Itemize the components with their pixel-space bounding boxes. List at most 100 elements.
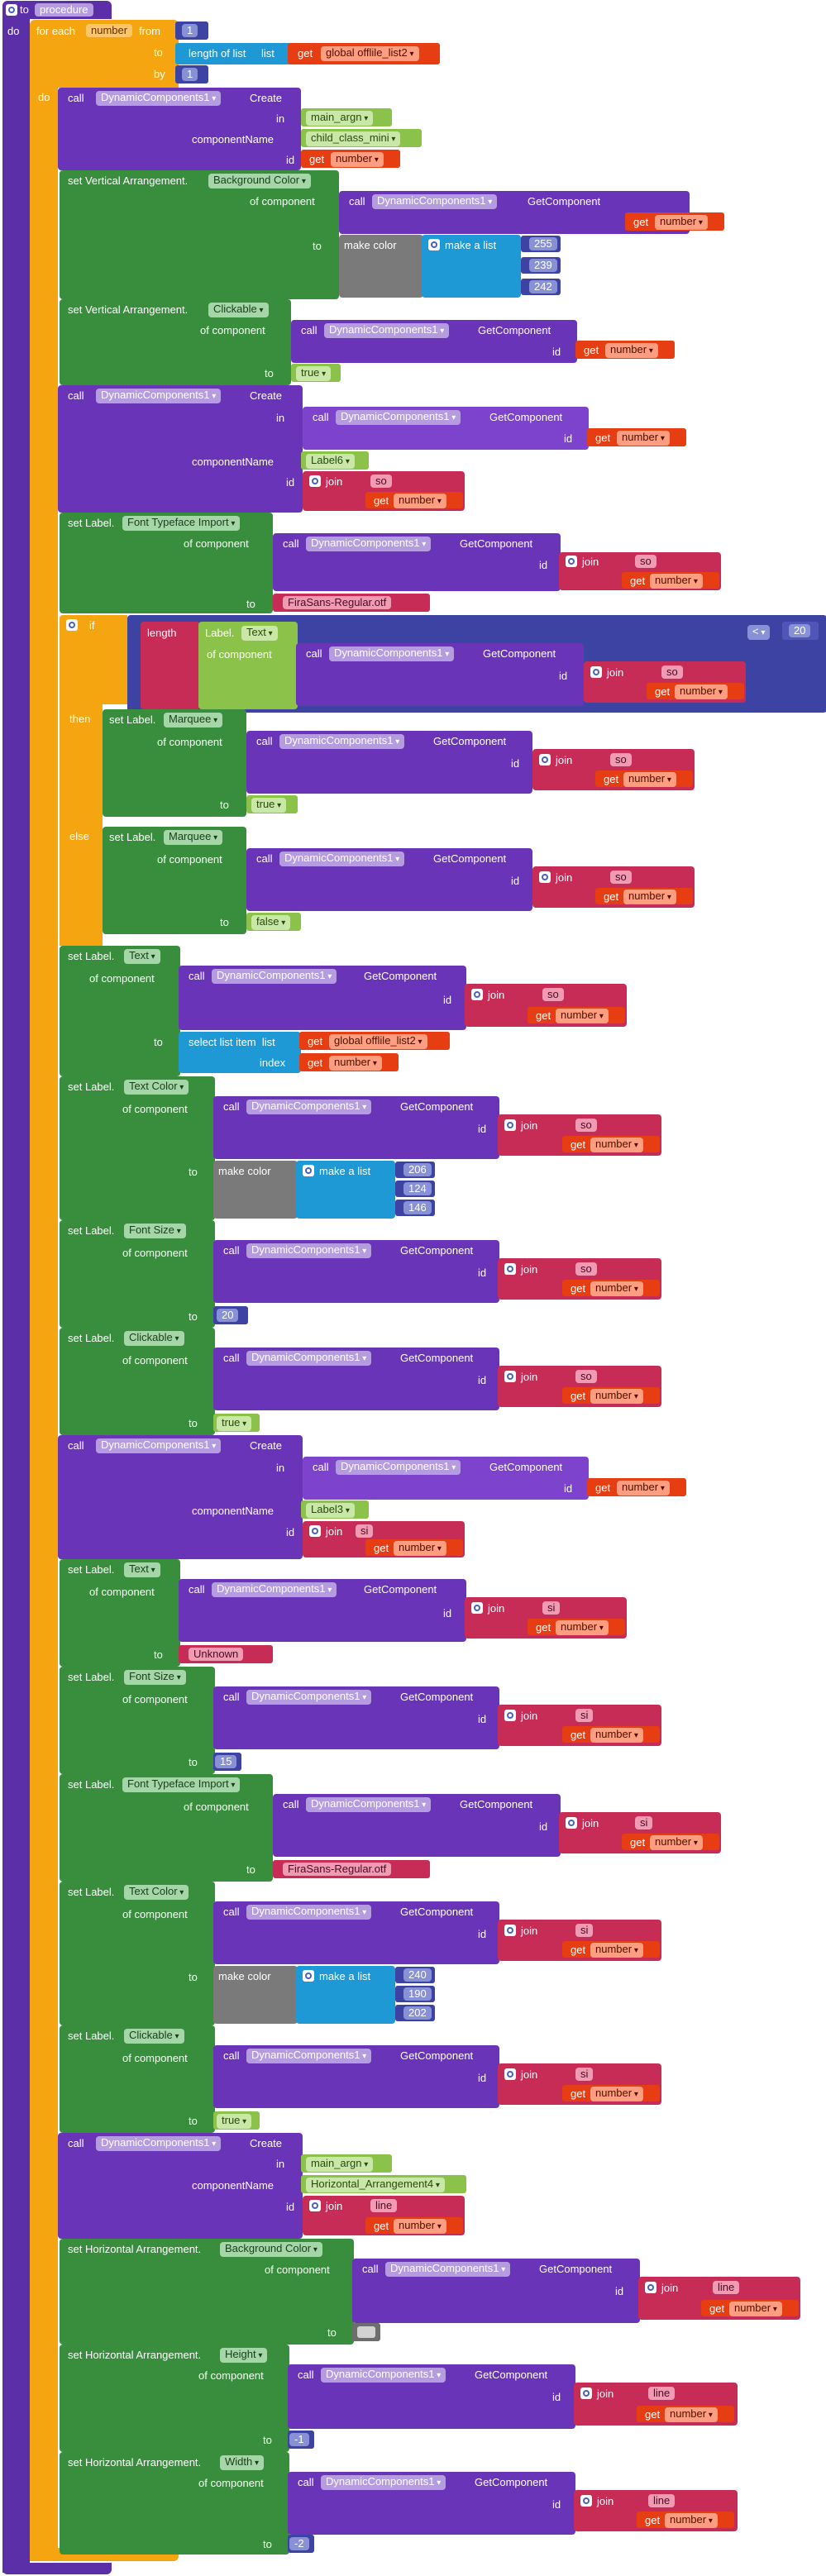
join-text-field[interactable]: so bbox=[610, 753, 632, 766]
font-file-text[interactable]: FiraSans-Regular.otf bbox=[283, 1863, 392, 1876]
join-gear-icon[interactable] bbox=[309, 475, 321, 487]
dynamic-component-dropdown[interactable]: DynamicComponents1 bbox=[324, 323, 450, 338]
number-var-dropdown[interactable]: number bbox=[665, 2407, 718, 2422]
dynamic-component-dropdown[interactable]: DynamicComponents1 bbox=[372, 194, 498, 209]
component-name-dropdown[interactable]: Horizontal_Arrangement4 bbox=[306, 2178, 445, 2192]
join-text-field[interactable]: so bbox=[575, 1119, 597, 1132]
in-arg-dropdown[interactable]: main_argn bbox=[306, 2157, 374, 2172]
true-dropdown[interactable]: true bbox=[217, 2114, 252, 2129]
set-text-color-2-block[interactable] bbox=[60, 1882, 215, 2025]
list-gear-icon[interactable] bbox=[428, 239, 440, 250]
make-color-block[interactable] bbox=[213, 1966, 298, 2024]
color-green-value[interactable]: 124 bbox=[403, 1182, 432, 1195]
dynamic-component-dropdown[interactable]: DynamicComponents1 bbox=[96, 2136, 222, 2151]
join-text-field[interactable]: so bbox=[661, 665, 683, 679]
join-gear-icon[interactable] bbox=[504, 1263, 516, 1275]
dynamic-component-dropdown[interactable]: DynamicComponents1 bbox=[336, 410, 461, 425]
number-var-dropdown[interactable]: number bbox=[590, 1138, 643, 1152]
dynamic-component-dropdown[interactable]: DynamicComponents1 bbox=[329, 646, 455, 661]
font-file-text[interactable]: FiraSans-Regular.otf bbox=[283, 596, 392, 609]
color-blue-value[interactable]: 242 bbox=[529, 280, 557, 293]
join-gear-icon[interactable] bbox=[504, 1119, 516, 1131]
join-gear-icon[interactable] bbox=[566, 1817, 577, 1829]
property-dropdown[interactable]: Background Color bbox=[220, 2242, 322, 2257]
join-text-field[interactable]: so bbox=[635, 555, 657, 568]
select-list-item-block[interactable] bbox=[179, 1032, 301, 1073]
join-text-field[interactable]: so bbox=[370, 475, 392, 488]
dynamic-component-dropdown[interactable]: DynamicComponents1 bbox=[212, 969, 337, 984]
join-gear-icon[interactable] bbox=[539, 871, 551, 883]
dynamic-component-dropdown[interactable]: DynamicComponents1 bbox=[246, 1243, 372, 1258]
global-list-dropdown[interactable]: global offlile_list2 bbox=[329, 1034, 427, 1049]
create-component-block-3[interactable] bbox=[58, 1435, 303, 1559]
max-length-value[interactable]: 20 bbox=[789, 624, 811, 637]
number-var-dropdown[interactable]: number bbox=[623, 890, 676, 904]
join-gear-icon[interactable] bbox=[309, 2200, 321, 2211]
number-var-dropdown[interactable]: number bbox=[605, 343, 658, 358]
property-dropdown[interactable]: Text bbox=[124, 949, 160, 964]
create-component-block-2[interactable] bbox=[58, 385, 303, 513]
list-gear-icon[interactable] bbox=[303, 1165, 314, 1176]
join-gear-icon[interactable] bbox=[309, 1525, 321, 1537]
number-var-dropdown[interactable]: number bbox=[329, 1056, 382, 1071]
height-value[interactable]: -1 bbox=[289, 2433, 309, 2446]
property-dropdown[interactable]: Background Color bbox=[208, 174, 311, 188]
join-gear-icon[interactable] bbox=[645, 2282, 657, 2293]
property-dropdown[interactable]: Width bbox=[220, 2455, 265, 2470]
make-color-block[interactable] bbox=[339, 235, 423, 298]
join-text-field[interactable]: line bbox=[370, 2199, 398, 2212]
number-var-dropdown[interactable]: number bbox=[556, 1620, 609, 1635]
property-dropdown[interactable]: Text Color bbox=[124, 1885, 189, 1900]
font-size-value[interactable]: 15 bbox=[215, 1755, 237, 1768]
property-dropdown[interactable]: Clickable bbox=[208, 303, 269, 317]
number-var-dropdown[interactable]: number bbox=[590, 2087, 643, 2101]
dynamic-component-dropdown[interactable]: DynamicComponents1 bbox=[246, 2049, 372, 2063]
join-gear-icon[interactable] bbox=[504, 1710, 516, 1721]
loop-variable-field[interactable]: number bbox=[86, 24, 133, 37]
color-red-value[interactable]: 206 bbox=[403, 1163, 432, 1176]
dynamic-component-dropdown[interactable]: DynamicComponents1 bbox=[96, 389, 222, 403]
settings-gear-icon[interactable] bbox=[6, 4, 17, 16]
join-text-field[interactable]: so bbox=[575, 1262, 597, 1276]
join-gear-icon[interactable] bbox=[471, 989, 483, 1000]
component-name-dropdown[interactable]: Label6 bbox=[306, 454, 355, 469]
dynamic-component-dropdown[interactable]: DynamicComponents1 bbox=[246, 1905, 372, 1920]
text-property-dropdown[interactable]: Text bbox=[241, 626, 278, 641]
join-text-field[interactable]: line bbox=[648, 2387, 676, 2400]
join-text-field[interactable]: si bbox=[356, 1524, 374, 1538]
property-dropdown[interactable]: Clickable bbox=[124, 2029, 184, 2044]
join-gear-icon[interactable] bbox=[504, 1371, 516, 1382]
number-var-dropdown[interactable]: number bbox=[556, 1009, 609, 1023]
join-gear-icon[interactable] bbox=[504, 2068, 516, 2080]
dynamic-component-dropdown[interactable]: DynamicComponents1 bbox=[246, 1351, 372, 1366]
property-dropdown[interactable]: Marquee bbox=[164, 830, 223, 845]
join-gear-icon[interactable] bbox=[590, 666, 602, 678]
join-gear-icon[interactable] bbox=[580, 2388, 592, 2399]
unknown-text-value[interactable]: Unknown bbox=[189, 1648, 244, 1661]
join-text-field[interactable]: si bbox=[575, 2068, 594, 2081]
font-size-value[interactable]: 20 bbox=[217, 1309, 239, 1322]
set-text-color-block[interactable] bbox=[60, 1076, 215, 1220]
number-var-dropdown[interactable]: number bbox=[623, 772, 676, 787]
number-var-dropdown[interactable]: number bbox=[650, 1835, 703, 1850]
by-number-field[interactable]: 1 bbox=[182, 68, 198, 81]
dynamic-component-dropdown[interactable]: DynamicComponents1 bbox=[279, 852, 405, 866]
dynamic-component-dropdown[interactable]: DynamicComponents1 bbox=[96, 1438, 222, 1453]
join-text-field[interactable]: si bbox=[575, 1709, 594, 1722]
join-gear-icon[interactable] bbox=[504, 1925, 516, 1936]
number-var-dropdown[interactable]: number bbox=[729, 2302, 782, 2316]
set-label-text-block[interactable] bbox=[60, 946, 180, 1076]
dynamic-component-dropdown[interactable]: DynamicComponents1 bbox=[279, 734, 405, 749]
make-color-block[interactable] bbox=[213, 1161, 298, 1219]
number-var-dropdown[interactable]: number bbox=[590, 1389, 643, 1404]
number-var-dropdown[interactable]: number bbox=[590, 1728, 643, 1743]
set-background-color-block[interactable] bbox=[60, 170, 339, 299]
join-gear-icon[interactable] bbox=[580, 2495, 592, 2507]
number-var-dropdown[interactable]: number bbox=[590, 1281, 643, 1296]
number-var-dropdown[interactable]: number bbox=[675, 685, 728, 699]
dynamic-component-dropdown[interactable]: DynamicComponents1 bbox=[212, 1582, 337, 1597]
from-number-field[interactable]: 1 bbox=[182, 24, 198, 37]
true-dropdown[interactable]: true bbox=[296, 366, 332, 381]
number-var-dropdown[interactable]: number bbox=[394, 2219, 446, 2234]
color-blue-value[interactable]: 202 bbox=[403, 2006, 432, 2020]
